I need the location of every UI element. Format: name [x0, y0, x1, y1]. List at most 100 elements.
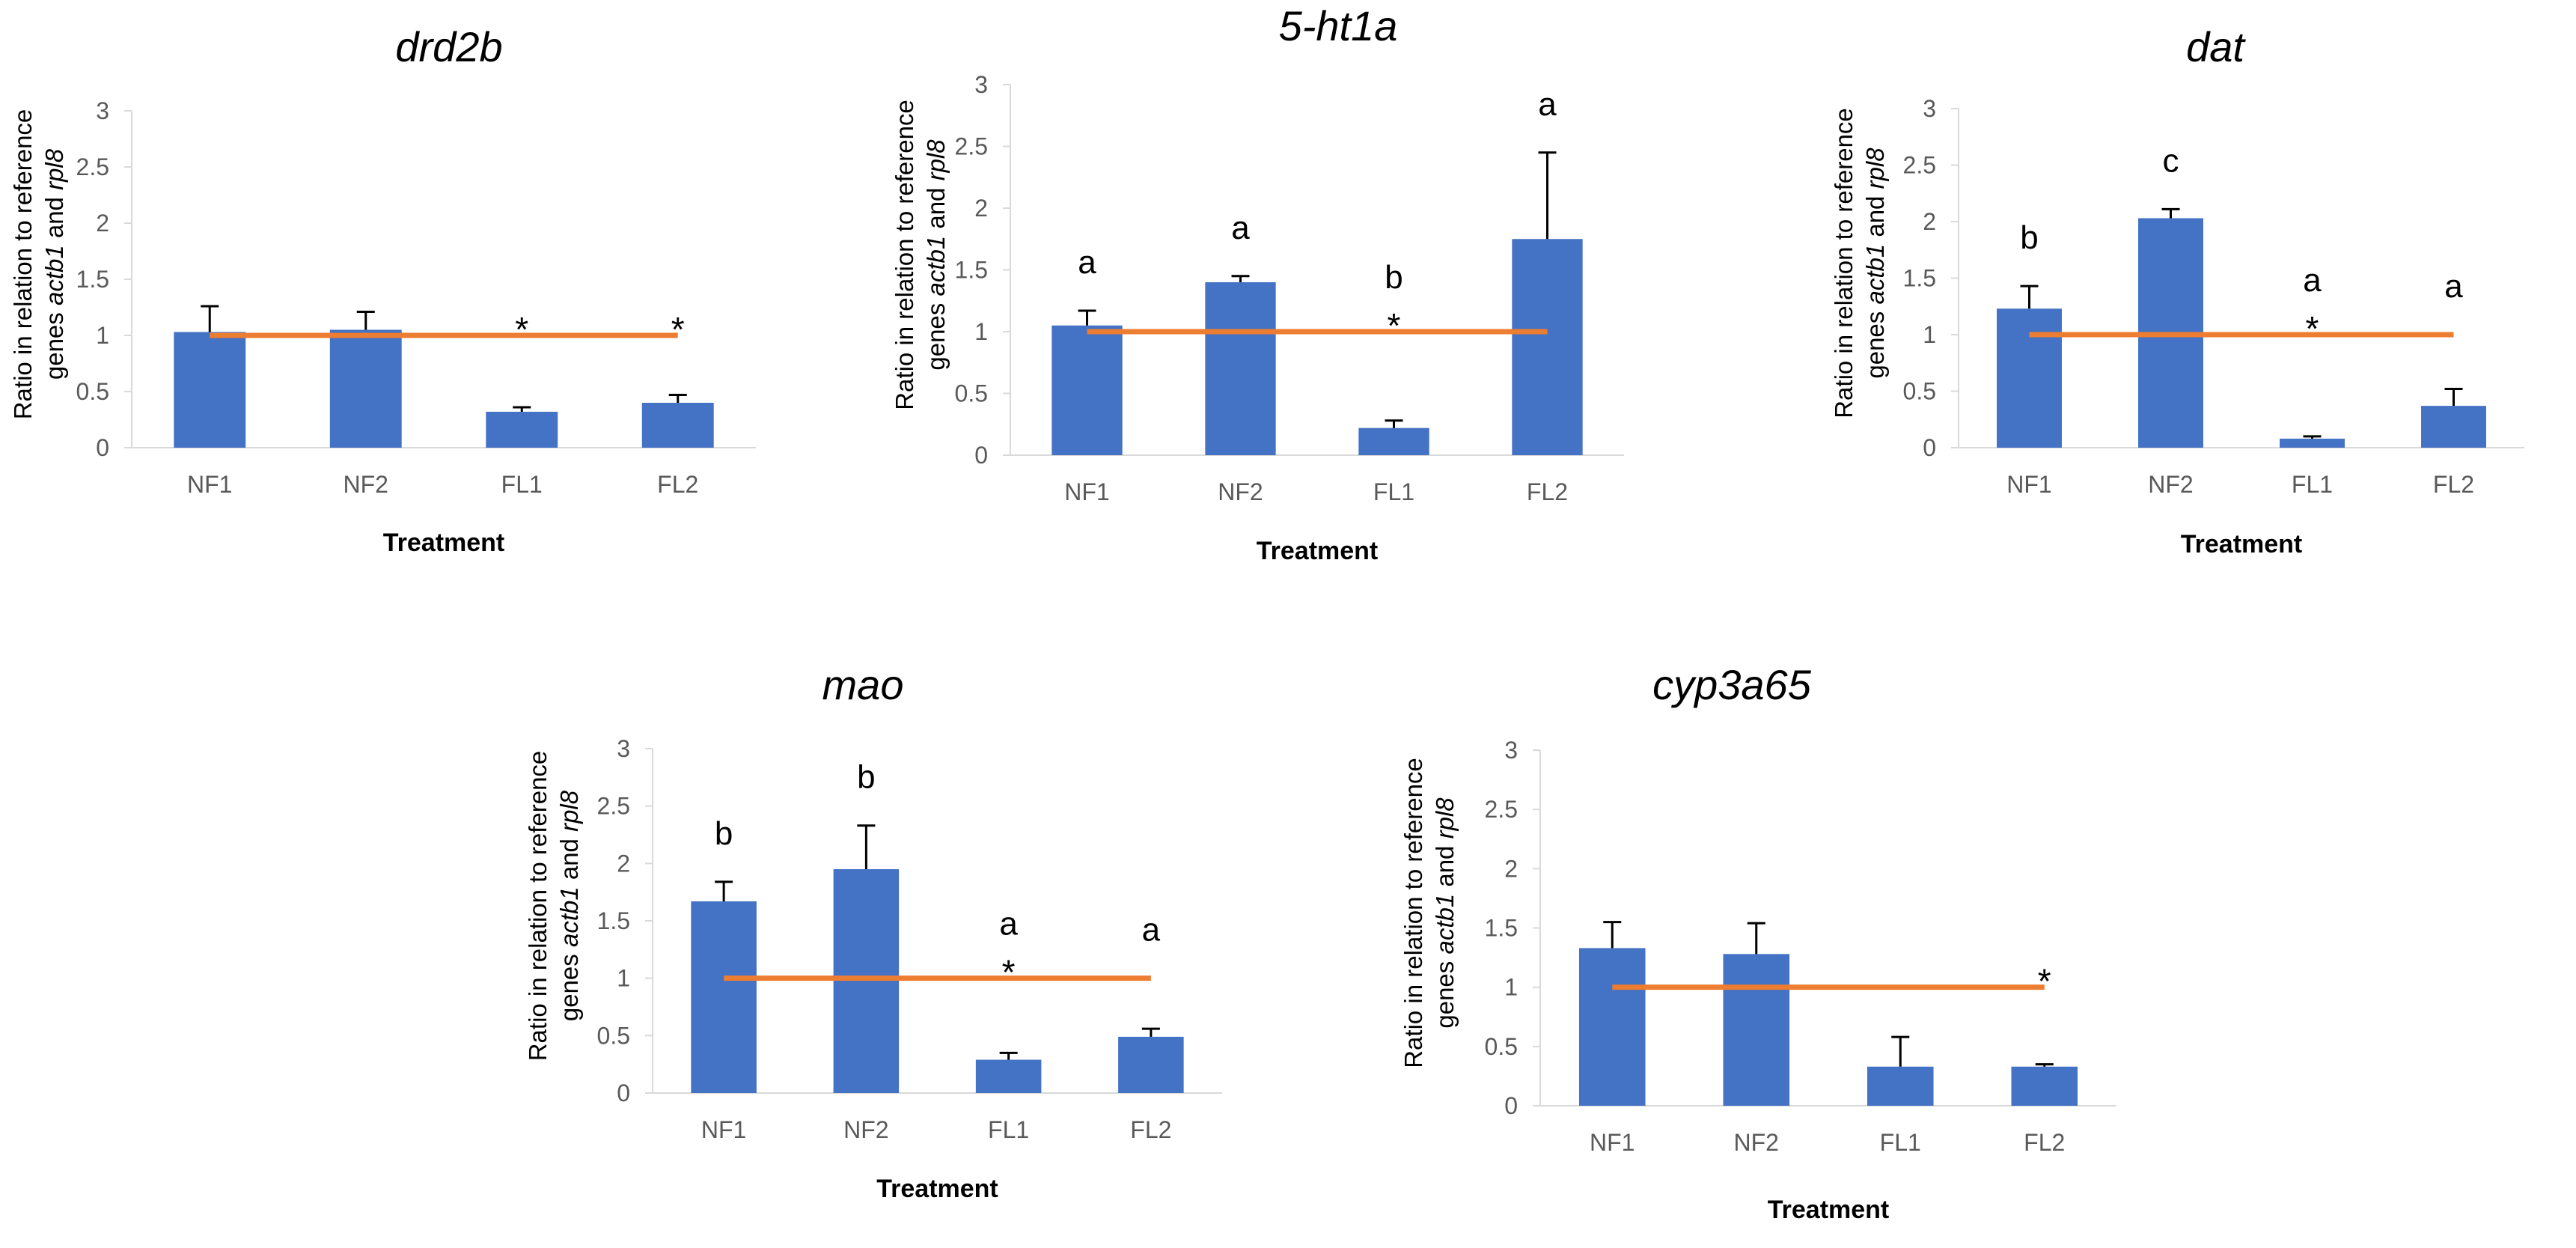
bar-nf2 [1723, 954, 1790, 1106]
group-letter: a [999, 906, 1018, 943]
bar-fl1 [1867, 1066, 1934, 1106]
x-tick-label: FL2 [2024, 1129, 2065, 1156]
x-tick-label: NF1 [701, 1116, 746, 1143]
x-tick-label: FL2 [657, 471, 698, 498]
x-tick-label: NF2 [1734, 1129, 1779, 1156]
y-axis-label-part: genes [1861, 305, 1889, 379]
y-axis-label-part: actb1 [1861, 244, 1889, 305]
chart-title: cyp3a65 [1652, 661, 1812, 708]
significance-star: * [1388, 306, 1401, 345]
significance-star: * [1002, 953, 1016, 992]
group-letter: b [715, 815, 733, 852]
y-tick-label: 0.5 [1485, 1033, 1518, 1060]
x-axis-label: Treatment [2181, 530, 2303, 558]
chart-title: drd2b [395, 23, 502, 70]
y-tick-label: 0.5 [955, 380, 988, 407]
bar-fl2 [2421, 406, 2486, 448]
y-axis-label-line1: Ratio in relation to reference [9, 109, 37, 420]
y-axis-label-line1: Ratio in relation to reference [891, 100, 918, 410]
y-axis-label-line1: Ratio in relation to reference [524, 751, 552, 1062]
y-tick-label: 3 [1504, 737, 1518, 764]
chart-panel-5: cyp3a65 0 0.5 1 1.5 2 2.5 3 NF1 NF2 FL1 FL2 * Treatme… [1400, 661, 2116, 1224]
group-letter: a [2303, 262, 2322, 299]
bar-nf2 [833, 869, 900, 1093]
y-axis-label-part: and [1861, 189, 1889, 243]
y-tick-label: 3 [96, 97, 109, 124]
y-axis-label-part: and [555, 832, 583, 886]
y-axis-label-part: rpl8 [922, 139, 950, 181]
significance-star: * [671, 310, 685, 349]
bar-fl2 [1512, 239, 1583, 455]
x-tick-label: FL1 [501, 471, 543, 498]
bar-fl1 [1358, 427, 1429, 455]
y-tick-label: 1 [1504, 974, 1518, 1001]
bar-nf1 [1578, 948, 1646, 1106]
x-tick-label: NF2 [843, 1116, 888, 1143]
x-axis-label: Treatment [876, 1175, 998, 1203]
y-axis-label-part: genes [40, 305, 68, 380]
y-tick-label: 2 [1504, 855, 1518, 882]
y-tick-label: 0 [1504, 1092, 1518, 1119]
x-axis-label: Treatment [1768, 1196, 1890, 1224]
y-tick-label: 1 [617, 965, 630, 992]
chart-panel-1: drd2b 0 0.5 1 1.5 2 2.5 3 NF1 NF2 FL1 * FL2 * Treatmen… [9, 23, 756, 557]
y-tick-label: 3 [1923, 95, 1936, 122]
x-tick-label: FL1 [2292, 471, 2333, 498]
x-tick-label: FL2 [2433, 471, 2474, 498]
y-tick-label: 2.5 [597, 793, 630, 820]
bar-fl2 [641, 403, 714, 448]
bar-nf1 [1997, 308, 2062, 448]
y-tick-label: 2.5 [955, 133, 988, 160]
y-tick-label: 0 [974, 442, 988, 469]
chart-panel-4: mao 0 0.5 1 1.5 2 2.5 3 NF1 b NF2 b FL1 * a FL2 a Treatme… [524, 661, 1222, 1203]
y-axis-label-part: actb1 [1431, 894, 1459, 955]
y-axis-label-part: rpl8 [555, 790, 583, 832]
group-letter: a [1538, 86, 1557, 123]
bar-nf1 [174, 332, 246, 448]
bar-nf2 [1205, 282, 1276, 455]
x-axis-label: Treatment [383, 529, 505, 557]
x-tick-label: NF2 [344, 471, 388, 498]
y-tick-label: 1.5 [955, 257, 988, 284]
bar-fl2 [1118, 1036, 1184, 1093]
y-tick-label: 2 [1923, 208, 1936, 235]
y-axis-label-line2: genes actb1 and rpl8 [40, 148, 68, 380]
bar-fl2 [2011, 1066, 2078, 1106]
y-axis-label-part: rpl8 [40, 148, 68, 190]
group-letter: a [1142, 912, 1161, 949]
y-tick-label: 0 [1923, 434, 1936, 461]
chart-title: dat [2186, 23, 2246, 70]
chart-title: 5-ht1a [1279, 2, 1398, 49]
y-tick-label: 3 [617, 735, 630, 762]
x-tick-label: NF1 [187, 471, 232, 498]
x-tick-label: NF2 [1218, 478, 1263, 505]
y-tick-label: 1 [974, 318, 988, 345]
y-tick-label: 0.5 [1903, 378, 1936, 405]
significance-star: * [2306, 309, 2319, 348]
x-axis-label: Treatment [1257, 537, 1379, 565]
y-axis-label-part: actb1 [40, 245, 68, 305]
significance-star: * [2038, 962, 2051, 1001]
y-axis-label-part: genes [922, 296, 950, 371]
chart-panel-3: dat 0 0.5 1 1.5 2 2.5 3 NF1 b NF2 c FL1 * a FL2 a Treatme… [1830, 23, 2524, 558]
x-tick-label: FL2 [1527, 478, 1568, 505]
y-axis-label-line2: genes actb1 and rpl8 [555, 790, 583, 1021]
y-tick-label: 3 [974, 71, 988, 98]
x-tick-label: NF1 [2006, 471, 2051, 498]
y-tick-label: 1.5 [1485, 915, 1518, 942]
y-tick-label: 1 [1923, 321, 1936, 348]
y-axis-label-line2: genes actb1 and rpl8 [922, 139, 950, 371]
bar-fl1 [975, 1059, 1042, 1093]
y-axis-label-part: and [922, 180, 950, 235]
y-tick-label: 2 [617, 850, 630, 877]
x-tick-label: FL1 [1880, 1129, 1921, 1156]
bar-nf1 [1052, 325, 1123, 455]
y-tick-label: 2 [974, 195, 988, 222]
y-axis-label-part: genes [555, 947, 583, 1021]
y-axis-label-part: actb1 [922, 236, 950, 296]
y-axis-label-part: rpl8 [1431, 797, 1459, 839]
group-letter: b [1385, 259, 1403, 296]
bar-fl1 [2280, 438, 2345, 448]
group-letter: b [857, 759, 875, 796]
